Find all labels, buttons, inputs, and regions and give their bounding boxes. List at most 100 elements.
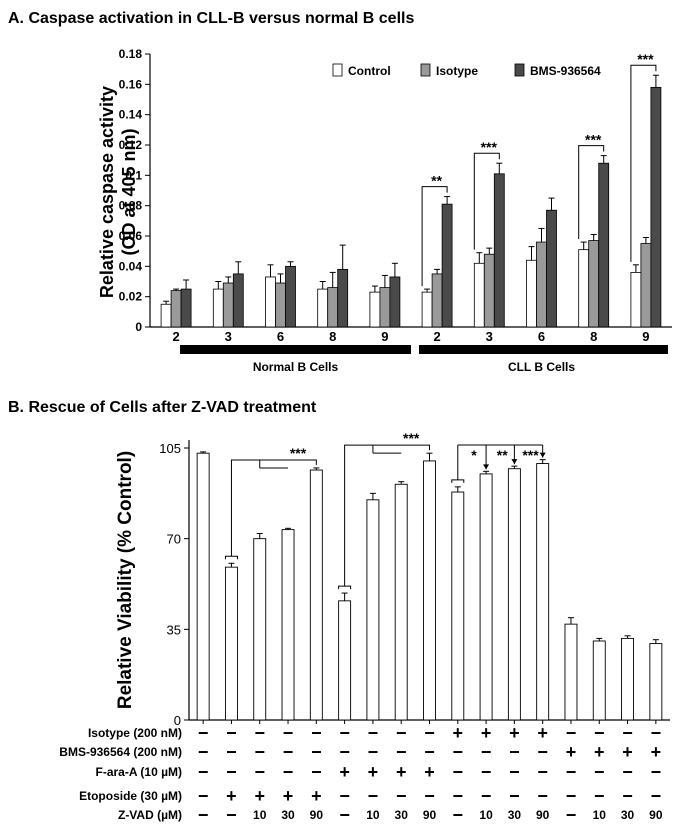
condition-cell: 90	[310, 808, 324, 822]
condition-cell: 10	[253, 808, 267, 822]
y-tick-label: 70	[167, 532, 181, 547]
condition-cell: +	[622, 742, 633, 762]
significance-label: ***	[290, 445, 307, 461]
group-bar-normal	[180, 345, 411, 354]
legend-swatch	[420, 63, 431, 77]
condition-cell: −	[396, 786, 407, 806]
condition-cell: −	[254, 762, 265, 782]
condition-cell: +	[651, 742, 662, 762]
bar-viability	[592, 640, 606, 721]
condition-cell: 30	[281, 808, 295, 822]
y-tick-label: 0	[135, 320, 142, 334]
bar-bms-936564	[493, 173, 505, 328]
condition-cell: −	[566, 805, 577, 825]
bar-viability	[564, 623, 578, 721]
bar-control	[630, 271, 642, 328]
significance-label: ***	[481, 139, 498, 155]
bar-viability	[451, 491, 465, 721]
panel-a-title: A. Caspase activation in CLL-B versus no…	[8, 10, 415, 27]
significance-label: ***	[522, 447, 539, 463]
x-tick-label: 3	[486, 329, 493, 344]
bar-isotype	[588, 240, 600, 328]
significance-label: **	[431, 173, 442, 189]
condition-cell: −	[537, 762, 548, 782]
y-tick-label: 105	[159, 441, 181, 456]
condition-cell: −	[283, 742, 294, 762]
x-tick-label: 9	[381, 329, 388, 344]
condition-cell: −	[424, 723, 435, 743]
condition-cell: 90	[649, 808, 663, 822]
condition-cell: 30	[508, 808, 522, 822]
bar-control	[265, 276, 276, 328]
panel-b-title: B. Rescue of Cells after Z-VAD treatment	[8, 399, 317, 416]
bar-viability	[423, 460, 436, 721]
condition-label: Isotype (200 nM)	[88, 726, 182, 740]
bar-viability	[479, 473, 493, 721]
condition-cell: 10	[593, 808, 607, 822]
y-tick-label: 0.06	[119, 229, 143, 243]
condition-cell: +	[254, 786, 265, 806]
bar-bms-936564	[232, 273, 244, 328]
condition-cell: −	[226, 742, 237, 762]
bar-isotype	[640, 243, 652, 328]
condition-cell: +	[339, 762, 350, 782]
condition-cell: +	[311, 786, 322, 806]
y-tick-label: 0.16	[119, 77, 143, 91]
x-tick-label: 8	[329, 329, 336, 344]
condition-cell: −	[509, 762, 520, 782]
condition-cell: +	[368, 762, 379, 782]
condition-cell: −	[226, 805, 237, 825]
condition-cell: −	[651, 786, 662, 806]
bar-control	[473, 262, 485, 328]
condition-cell: −	[453, 805, 464, 825]
bar-viability	[649, 643, 663, 721]
condition-cell: −	[594, 723, 605, 743]
bar-viability	[253, 538, 267, 721]
bar-bms-936564	[441, 203, 453, 328]
significance-bracket	[473, 152, 500, 250]
y-axis-title: Relative Viability (% Control)	[115, 451, 136, 709]
condition-cell: +	[226, 786, 237, 806]
condition-cell: +	[566, 742, 577, 762]
condition-cell: −	[509, 742, 520, 762]
condition-label: Z-VAD (µM)	[118, 808, 182, 822]
condition-cell: −	[226, 762, 237, 782]
bar-bms-936564	[546, 209, 557, 328]
condition-cell: −	[311, 742, 322, 762]
group-label-cll: CLL B Cells	[508, 360, 575, 374]
condition-cell: −	[622, 786, 633, 806]
group-bar-cll	[419, 345, 668, 354]
x-tick-label: 3	[225, 329, 232, 344]
y-tick-label: 0.12	[119, 138, 143, 152]
condition-cell: −	[339, 786, 350, 806]
significance-bracket	[421, 186, 448, 287]
condition-cell: 90	[536, 808, 550, 822]
condition-label: F-ara-A (10 µM)	[96, 765, 182, 779]
legend-label: Isotype	[436, 64, 478, 78]
significance-bracket	[578, 145, 605, 240]
bar-isotype	[327, 287, 339, 328]
bar-viability	[507, 468, 521, 721]
bar-control	[526, 259, 537, 328]
bar-isotype	[222, 282, 234, 328]
bar-viability	[366, 499, 380, 721]
bar-viability	[224, 566, 238, 721]
condition-cell: 90	[423, 808, 437, 822]
bar-bms-936564	[650, 86, 662, 328]
condition-cell: −	[424, 742, 435, 762]
condition-cell: −	[424, 786, 435, 806]
condition-cell: 30	[621, 808, 635, 822]
condition-cell: −	[368, 742, 379, 762]
significance-label: ***	[585, 132, 602, 148]
condition-cell: −	[537, 742, 548, 762]
y-tick-label: 0.04	[119, 259, 143, 273]
condition-cell: −	[396, 723, 407, 743]
condition-cell: −	[339, 723, 350, 743]
condition-cell: −	[594, 762, 605, 782]
condition-cell: −	[311, 723, 322, 743]
bar-control	[317, 288, 329, 328]
x-tick-label: 2	[172, 329, 179, 344]
y-tick-label: 0	[174, 713, 181, 728]
condition-cell: −	[368, 723, 379, 743]
y-tick-label: 0.02	[119, 290, 143, 304]
